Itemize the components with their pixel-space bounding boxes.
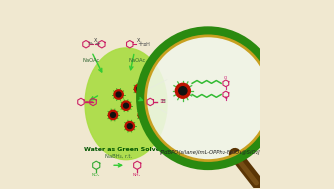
Circle shape — [125, 122, 134, 131]
Text: NH₂: NH₂ — [133, 173, 141, 177]
Text: NaOAc: NaOAc — [129, 58, 146, 64]
Circle shape — [124, 103, 129, 108]
Text: ≡H: ≡H — [142, 42, 150, 47]
Circle shape — [175, 83, 190, 98]
Circle shape — [141, 31, 275, 165]
Circle shape — [121, 101, 131, 110]
Text: [PdBPO(silane)ImL-OPPh₂-Fe₃O₄@SiO₂]: [PdBPO(silane)ImL-OPPh₂-Fe₃O₄@SiO₂] — [159, 150, 260, 155]
Text: X: X — [137, 39, 140, 43]
Text: NO₂: NO₂ — [92, 173, 101, 177]
Text: O: O — [224, 76, 227, 80]
Text: +: + — [94, 41, 100, 47]
Circle shape — [116, 92, 121, 97]
Text: X: X — [94, 39, 97, 43]
Ellipse shape — [85, 48, 167, 160]
Circle shape — [114, 90, 123, 99]
Circle shape — [134, 84, 144, 94]
Text: H: H — [162, 99, 166, 105]
Circle shape — [179, 87, 187, 95]
Circle shape — [140, 113, 145, 117]
Text: S: S — [224, 96, 227, 100]
Text: NaBH₄, r.t.: NaBH₄, r.t. — [105, 154, 132, 159]
Text: ≡: ≡ — [159, 98, 165, 104]
Circle shape — [138, 110, 147, 120]
Circle shape — [127, 124, 132, 129]
Text: Water as Green Solvent: Water as Green Solvent — [84, 147, 168, 152]
Text: +: + — [137, 41, 143, 47]
Circle shape — [111, 113, 116, 117]
Text: NaOAc: NaOAc — [83, 58, 100, 64]
Circle shape — [108, 110, 118, 120]
Text: Ph: Ph — [89, 42, 94, 46]
Circle shape — [137, 87, 142, 91]
